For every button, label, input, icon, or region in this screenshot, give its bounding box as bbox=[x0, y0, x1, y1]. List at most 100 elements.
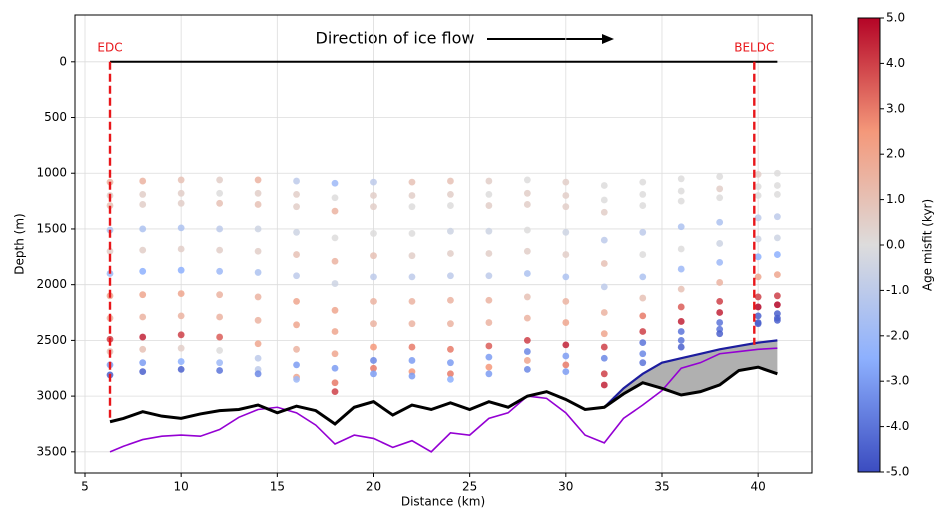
layer-point bbox=[677, 175, 685, 183]
layer-point bbox=[773, 234, 781, 242]
layer-point bbox=[447, 191, 454, 198]
layer-point bbox=[677, 285, 685, 293]
layer-point bbox=[600, 182, 608, 189]
layer-point bbox=[677, 318, 685, 325]
layer-point bbox=[139, 267, 147, 275]
layer-point bbox=[754, 293, 762, 301]
layer-point bbox=[177, 290, 185, 297]
layer-point bbox=[370, 252, 377, 260]
layer-point bbox=[139, 313, 147, 321]
layer-point bbox=[216, 176, 224, 184]
layer-point bbox=[485, 319, 493, 326]
layer-point bbox=[216, 199, 224, 207]
layer-point bbox=[254, 370, 262, 378]
layer-point bbox=[600, 236, 608, 244]
layer-point bbox=[216, 291, 224, 299]
model-bed-line bbox=[109, 347, 778, 453]
y-tick-label: 1500 bbox=[36, 221, 67, 235]
layer-point bbox=[523, 365, 531, 373]
layer-point bbox=[485, 296, 493, 304]
layer-point bbox=[293, 361, 300, 369]
layer-point bbox=[254, 225, 262, 233]
layer-point bbox=[485, 202, 493, 209]
layer-point bbox=[639, 312, 647, 320]
layer-point bbox=[370, 320, 377, 328]
layer-point bbox=[773, 169, 781, 177]
layer-point bbox=[677, 343, 685, 351]
layer-point bbox=[485, 191, 493, 198]
layer-point bbox=[716, 297, 724, 305]
layer-point bbox=[562, 361, 570, 369]
layer-point bbox=[562, 251, 570, 258]
colorbar-tick-label: -2.0 bbox=[886, 328, 909, 342]
layer-point bbox=[754, 235, 762, 243]
layer-point bbox=[177, 344, 185, 352]
layer-point bbox=[293, 272, 300, 280]
layer-point bbox=[639, 178, 647, 186]
x-tick-label: 20 bbox=[366, 480, 381, 494]
layer-point bbox=[639, 350, 647, 358]
layer-point bbox=[331, 280, 339, 287]
layer-point bbox=[773, 301, 781, 309]
layer-point bbox=[408, 273, 416, 281]
layer-point bbox=[331, 350, 339, 358]
layer-point bbox=[139, 291, 147, 299]
layer-point bbox=[139, 368, 147, 375]
layer-point bbox=[254, 354, 262, 362]
colorbar-tick-label: 4.0 bbox=[886, 56, 905, 70]
layer-point bbox=[408, 320, 416, 328]
layer-point bbox=[370, 273, 377, 281]
layer-point bbox=[600, 208, 608, 216]
layer-point bbox=[139, 201, 147, 208]
layer-point bbox=[562, 203, 570, 211]
layer-point bbox=[216, 225, 224, 233]
layer-point bbox=[370, 364, 377, 372]
layer-point bbox=[639, 328, 647, 335]
layer-point bbox=[562, 297, 570, 305]
layer-point bbox=[293, 321, 300, 329]
layer-point bbox=[523, 226, 531, 234]
layer-point bbox=[523, 348, 531, 355]
plot-area bbox=[75, 15, 812, 473]
layer-point bbox=[331, 388, 339, 396]
layer-point bbox=[139, 177, 147, 185]
y-tick-label: 2000 bbox=[36, 277, 67, 291]
layer-point bbox=[562, 192, 570, 199]
layer-point bbox=[370, 178, 377, 186]
layer-point bbox=[523, 201, 531, 208]
flow-annotation: Direction of ice flow bbox=[316, 29, 475, 48]
colorbar-tick-label: 2.0 bbox=[886, 147, 905, 161]
layer-point bbox=[600, 330, 608, 338]
layer-point bbox=[254, 189, 262, 197]
layer-point bbox=[523, 270, 531, 277]
layer-point bbox=[254, 247, 262, 255]
layer-point bbox=[773, 271, 781, 279]
layer-point bbox=[370, 203, 377, 211]
layer-point bbox=[639, 251, 647, 258]
layer-point bbox=[600, 260, 608, 267]
layer-point bbox=[600, 309, 608, 316]
layer-point bbox=[754, 170, 762, 178]
layer-point bbox=[139, 191, 147, 198]
colorbar bbox=[857, 17, 881, 473]
layer-point bbox=[408, 178, 416, 186]
layer-point bbox=[447, 320, 454, 328]
upper-bed-line bbox=[603, 339, 778, 409]
layer-point bbox=[773, 292, 781, 300]
layer-point bbox=[293, 177, 300, 185]
layer-point bbox=[447, 296, 454, 304]
layer-point bbox=[370, 230, 377, 237]
layer-point bbox=[177, 365, 185, 373]
layer-point bbox=[562, 178, 570, 186]
x-tick-label: 10 bbox=[174, 480, 189, 494]
layer-point bbox=[562, 341, 570, 349]
layer-point bbox=[600, 354, 608, 362]
layer-point bbox=[177, 189, 185, 197]
layer-point bbox=[677, 245, 685, 253]
layer-point bbox=[754, 312, 762, 320]
layer-point bbox=[177, 331, 185, 339]
layer-point bbox=[523, 176, 531, 184]
layer-point bbox=[293, 375, 300, 383]
layer-point bbox=[254, 293, 262, 301]
layer-point bbox=[216, 359, 224, 367]
